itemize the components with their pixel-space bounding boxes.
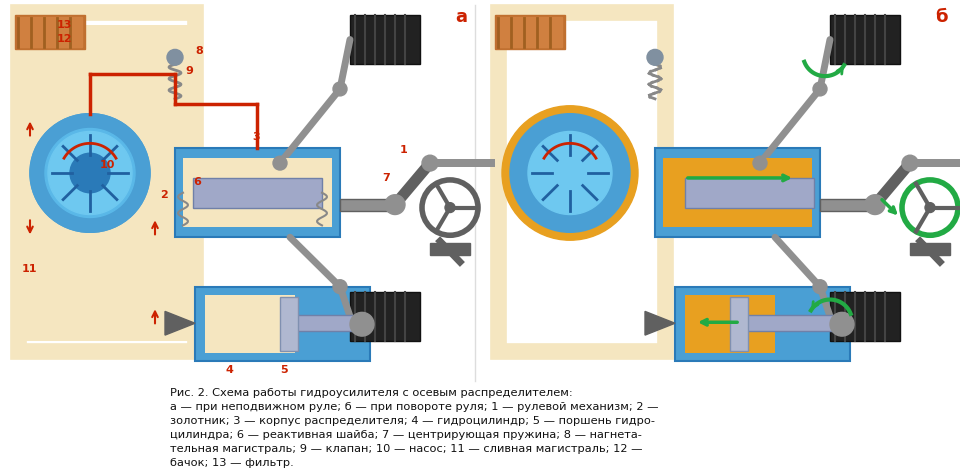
Text: а — при неподвижном руле; б — при повороте руля; 1 — рулевой механизм; 2 —: а — при неподвижном руле; б — при поворо…	[170, 402, 659, 412]
Bar	[183, 158, 332, 227]
Bar	[685, 178, 814, 208]
Circle shape	[333, 280, 347, 294]
Text: 12: 12	[57, 33, 73, 44]
Text: 7: 7	[382, 173, 390, 183]
Circle shape	[830, 312, 854, 336]
Text: 8: 8	[195, 46, 203, 56]
Circle shape	[45, 129, 135, 218]
Text: 2: 2	[160, 189, 168, 200]
Bar	[685, 295, 775, 353]
Text: 11: 11	[22, 264, 37, 274]
Circle shape	[528, 131, 612, 214]
Circle shape	[925, 203, 935, 212]
Bar	[18, 17, 82, 47]
Bar	[290, 315, 360, 331]
Circle shape	[647, 49, 663, 65]
Bar	[435, 159, 495, 167]
Text: 6: 6	[193, 177, 201, 187]
Bar	[175, 148, 340, 237]
Circle shape	[445, 203, 455, 212]
Bar	[910, 243, 950, 255]
Circle shape	[813, 82, 827, 96]
Circle shape	[30, 113, 150, 232]
Bar	[193, 178, 322, 208]
Bar	[743, 315, 843, 331]
Circle shape	[70, 153, 110, 193]
Bar	[655, 148, 820, 237]
Circle shape	[350, 312, 374, 336]
Text: тельная магистраль; 9 — клапан; 10 — насос; 11 — сливная магистраль; 12 —: тельная магистраль; 9 — клапан; 10 — нас…	[170, 444, 642, 454]
Text: 10: 10	[100, 160, 115, 170]
Circle shape	[273, 156, 287, 170]
Bar	[20, 25, 190, 341]
Text: 9: 9	[185, 66, 193, 76]
Text: цилиндра; 6 — реактивная шайба; 7 — центрирующая пружина; 8 — нагнета-: цилиндра; 6 — реактивная шайба; 7 — цент…	[170, 430, 642, 440]
Bar	[430, 243, 470, 255]
Bar	[205, 295, 295, 353]
Circle shape	[48, 131, 132, 214]
Bar	[663, 158, 812, 227]
Text: Рис. 2. Схема работы гидроусилителя с осевым распределителем:: Рис. 2. Схема работы гидроусилителя с ос…	[170, 388, 573, 399]
Circle shape	[753, 156, 767, 170]
Text: 4: 4	[225, 365, 233, 375]
Text: а: а	[455, 8, 467, 26]
Circle shape	[25, 109, 155, 237]
Circle shape	[422, 155, 438, 171]
Text: б: б	[935, 8, 948, 26]
Text: 1: 1	[400, 145, 408, 155]
Text: 3: 3	[252, 132, 259, 143]
Bar	[915, 159, 960, 167]
Polygon shape	[165, 311, 195, 335]
Bar	[350, 15, 420, 64]
Text: бачок; 13 — фильтр.: бачок; 13 — фильтр.	[170, 458, 294, 468]
Bar	[495, 15, 565, 49]
Bar	[340, 199, 395, 211]
Bar	[830, 292, 900, 341]
Circle shape	[902, 155, 918, 171]
Polygon shape	[645, 311, 675, 335]
Bar	[498, 17, 562, 47]
Bar	[830, 15, 900, 64]
Circle shape	[510, 113, 630, 232]
Circle shape	[813, 280, 827, 294]
Circle shape	[30, 113, 150, 232]
Circle shape	[385, 195, 405, 214]
Bar	[730, 296, 748, 351]
Text: 13: 13	[57, 20, 72, 30]
Bar	[675, 287, 850, 361]
Bar	[195, 287, 370, 361]
Bar	[15, 15, 85, 49]
Text: 5: 5	[280, 365, 288, 375]
Circle shape	[167, 49, 183, 65]
Bar	[280, 296, 298, 351]
Bar	[350, 292, 420, 341]
Circle shape	[865, 195, 885, 214]
Bar	[820, 199, 875, 211]
Text: золотник; 3 — корпус распределителя; 4 — гидроцилиндр; 5 — поршень гидро-: золотник; 3 — корпус распределителя; 4 —…	[170, 416, 655, 426]
Circle shape	[502, 106, 638, 240]
Circle shape	[333, 82, 347, 96]
